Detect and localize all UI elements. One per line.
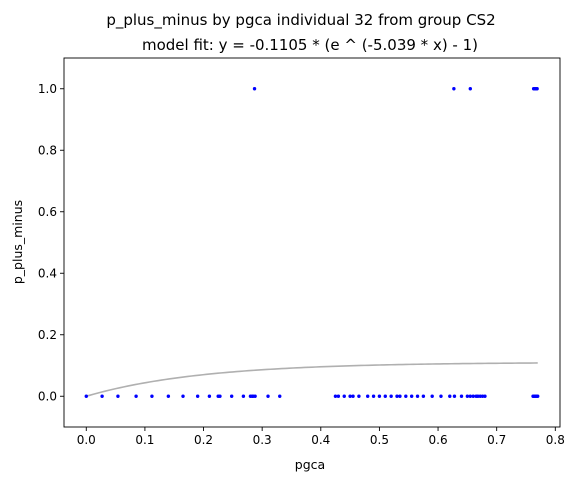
data-point <box>207 394 212 398</box>
x-tick-label: 0.3 <box>253 433 272 447</box>
data-point <box>134 394 138 398</box>
data-point <box>476 394 480 398</box>
data-point <box>100 394 104 398</box>
fit-curve <box>86 362 538 398</box>
data-point <box>371 394 376 398</box>
x-tick-label: 0.0 <box>77 433 96 447</box>
x-tick-label: 0.2 <box>194 433 213 447</box>
data-point <box>383 394 387 398</box>
data-point <box>468 87 472 91</box>
data-point <box>398 394 402 398</box>
data-point <box>278 394 282 398</box>
data-point <box>229 394 234 398</box>
data-point <box>377 394 382 398</box>
data-point <box>342 394 346 398</box>
x-tick-label: 0.8 <box>546 433 565 447</box>
data-point <box>404 394 408 398</box>
y-tick-label: 0.2 <box>38 328 57 342</box>
plot-area: 0.0 0.1 0.2 0.3 0.4 0.5 0.6 0.7 0.8 0.0 0.2 0.4 0.6 0… <box>38 57 565 447</box>
data-point <box>409 394 414 398</box>
chart-subtitle: model fit: y = -0.1105 * (e ^ (-5.039 * … <box>142 36 478 54</box>
data-point <box>459 394 464 398</box>
data-point <box>166 394 171 398</box>
data-point <box>150 394 154 398</box>
data-point <box>448 394 452 398</box>
data-point <box>181 394 185 398</box>
data-point <box>336 394 341 398</box>
data-point <box>452 394 457 398</box>
data-point <box>116 394 120 398</box>
x-tick-label: 0.5 <box>370 433 389 447</box>
data-point <box>366 394 370 398</box>
data-point <box>471 394 475 398</box>
y-tick-label: 0.6 <box>38 205 57 219</box>
x-tick-label: 0.6 <box>429 433 448 447</box>
data-point <box>357 394 361 398</box>
x-tick-label: 0.7 <box>487 433 506 447</box>
data-point <box>483 394 487 398</box>
y-tick-label: 0.8 <box>38 143 57 157</box>
y-tick-label: 0.0 <box>38 389 57 403</box>
x-tick-label: 0.4 <box>311 433 330 447</box>
data-point <box>252 87 257 91</box>
data-point <box>478 394 482 398</box>
data-point <box>395 394 399 398</box>
data-point <box>536 394 540 398</box>
y-tick-label: 1.0 <box>38 82 57 96</box>
data-point <box>430 394 434 398</box>
x-tick-label: 0.1 <box>135 433 154 447</box>
chart-title: p_plus_minus by pgca individual 32 from … <box>106 11 495 30</box>
data-point <box>389 394 393 398</box>
data-point <box>465 394 470 398</box>
data-point <box>266 394 270 398</box>
data-point <box>253 394 257 398</box>
data-point <box>415 394 420 398</box>
data-point <box>351 394 355 398</box>
data-point <box>348 394 352 398</box>
y-axis-label: p_plus_minus <box>10 200 25 284</box>
data-point <box>218 394 222 398</box>
data-point <box>84 394 88 398</box>
data-point <box>241 394 246 398</box>
data-point <box>439 394 443 398</box>
x-axis-label: pgca <box>295 457 325 472</box>
data-point <box>468 394 472 398</box>
data-point <box>452 87 456 91</box>
y-tick-label: 0.4 <box>38 266 57 280</box>
plot-frame <box>63 57 561 428</box>
data-point <box>195 394 200 398</box>
data-point <box>421 394 426 398</box>
data-point <box>333 394 338 398</box>
data-point <box>480 394 485 398</box>
data-point <box>535 87 539 91</box>
